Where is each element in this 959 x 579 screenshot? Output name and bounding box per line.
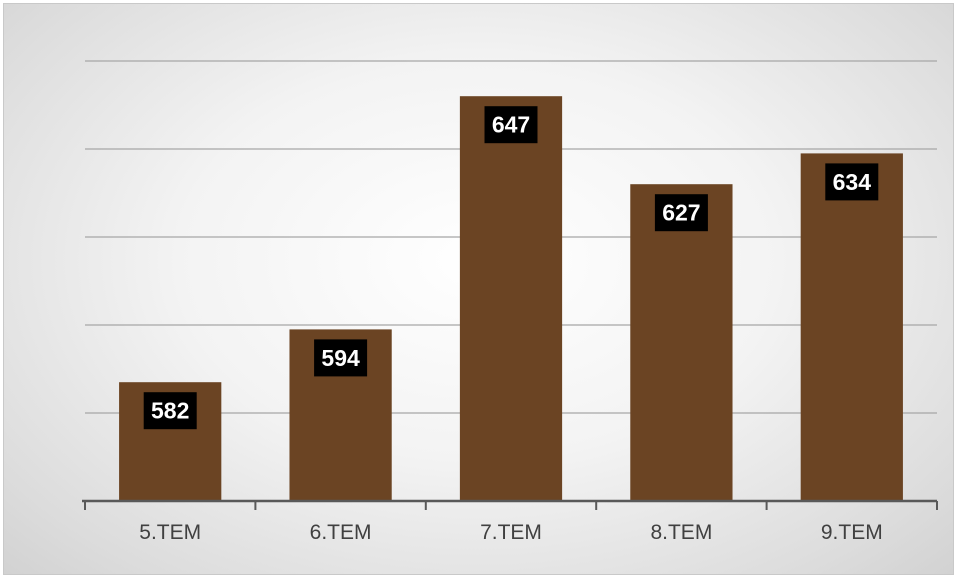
data-label-box-4 bbox=[825, 163, 879, 201]
data-label-2: 647 bbox=[492, 112, 530, 138]
x-tick-label-1: 6.TEM bbox=[310, 521, 372, 544]
x-tick-label-2: 7.TEM bbox=[480, 521, 542, 544]
bar-9-tem bbox=[800, 153, 903, 501]
data-label-box-3 bbox=[654, 194, 708, 232]
bar-8-tem bbox=[630, 184, 733, 501]
data-label-box-1 bbox=[314, 339, 368, 377]
data-label-0: 582 bbox=[151, 398, 189, 424]
x-tick-label-4: 9.TEM bbox=[821, 521, 883, 544]
x-tick-label-3: 8.TEM bbox=[650, 521, 712, 544]
data-label-1: 594 bbox=[321, 345, 360, 371]
bar-7-tem bbox=[459, 96, 563, 501]
data-label-box-0 bbox=[143, 392, 197, 430]
data-label-box-2 bbox=[484, 106, 538, 144]
data-label-4: 634 bbox=[833, 169, 872, 195]
x-tick-label-0: 5.TEM bbox=[139, 521, 201, 544]
data-label-3: 627 bbox=[662, 200, 700, 226]
